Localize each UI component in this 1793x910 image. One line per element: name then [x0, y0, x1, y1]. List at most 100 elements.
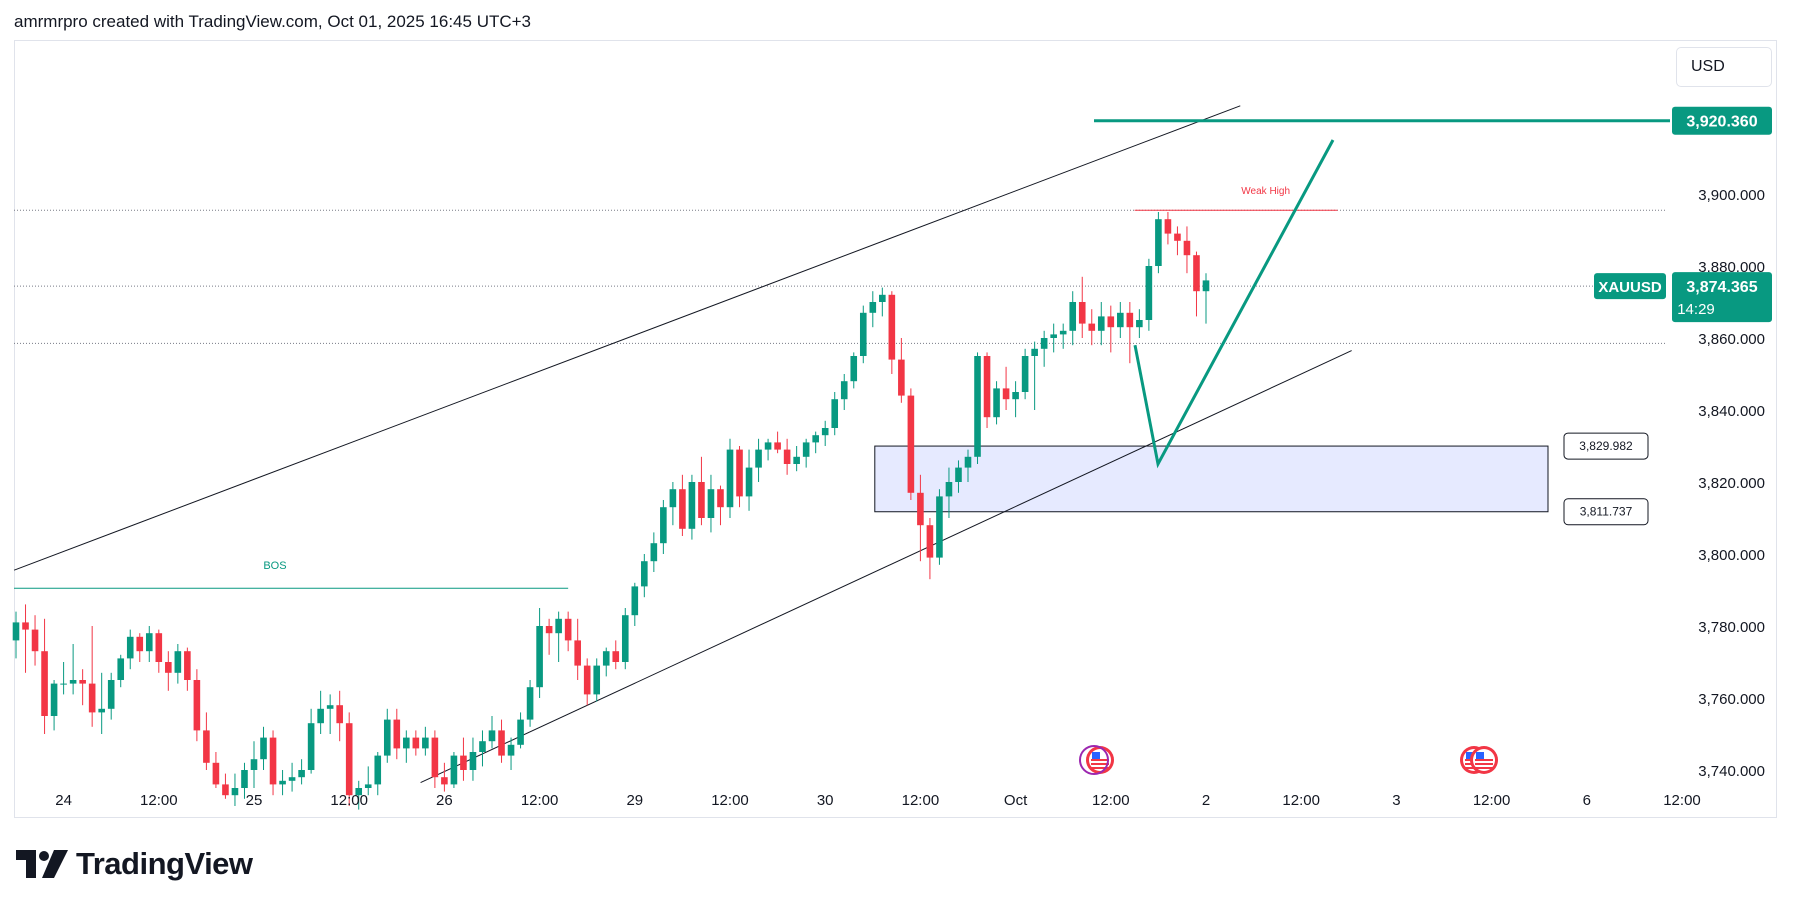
candle: [1174, 226, 1181, 256]
candle: [345, 712, 353, 806]
candle: [688, 474, 696, 540]
x-tick-label: 12:00: [711, 792, 749, 809]
us-flag-event-icon[interactable]: [1470, 746, 1498, 774]
tradingview-logo-text: TradingView: [76, 846, 253, 881]
bos-label: BOS: [263, 560, 286, 572]
y-tick-label: 3,840.000: [1698, 403, 1765, 420]
candle: [498, 719, 505, 763]
candle: [983, 352, 991, 428]
x-tick-label: 6: [1583, 792, 1591, 809]
candle: [774, 431, 781, 454]
x-tick-label: 2: [1202, 792, 1210, 809]
price-chart[interactable]: BOS Weak High 3,829.982 3,811.737 3,900.000…: [0, 0, 1793, 830]
candle: [126, 629, 134, 670]
dotted-levels: [14, 209, 1665, 344]
candle: [288, 762, 296, 792]
currency-button[interactable]: USD: [1676, 47, 1772, 87]
candle: [964, 449, 972, 482]
candle: [736, 446, 743, 508]
candle: [31, 615, 39, 666]
candle: [764, 438, 772, 461]
x-tick-label: 24: [55, 792, 72, 809]
candle: [555, 611, 562, 662]
svg-text:3,920.360: 3,920.360: [1686, 114, 1757, 131]
candle: [269, 730, 277, 796]
candle: [1136, 309, 1143, 338]
channel-lower-line: [420, 350, 1352, 784]
candle: [564, 611, 572, 652]
y-tick-label: 3,760.000: [1698, 691, 1765, 708]
candle: [422, 726, 429, 756]
axes: 3,900.000 3,880.000 3,860.000 3,840.000 3,82…: [55, 106, 1772, 809]
candle: [193, 669, 201, 742]
candle: [241, 762, 248, 799]
candle: [1126, 302, 1134, 364]
candle: [1069, 291, 1077, 346]
candle: [650, 532, 658, 572]
candle: [879, 287, 886, 317]
candle: [174, 644, 182, 684]
candle: [955, 460, 962, 493]
candle: [1117, 302, 1124, 338]
chart-frame[interactable]: [14, 40, 1777, 818]
candle: [669, 482, 677, 526]
candle: [60, 662, 67, 695]
candle: [184, 647, 191, 691]
candle: [231, 773, 239, 806]
candle: [203, 712, 210, 770]
candle: [869, 291, 877, 328]
candle: [898, 338, 905, 403]
candle: [431, 730, 439, 788]
candle: [22, 604, 29, 673]
candle: [907, 388, 915, 500]
candle: [298, 759, 305, 785]
demand-zone-rect: [874, 445, 1549, 513]
candle: [364, 766, 372, 796]
tradingview-logo-icon: [16, 850, 68, 878]
tradingview-logo: TradingView: [16, 846, 253, 882]
x-tick-label: 12:00: [1092, 792, 1130, 809]
channel-upper-line: [13, 105, 1241, 571]
candle: [583, 658, 591, 706]
candle: [1040, 330, 1048, 367]
candle: [1145, 258, 1153, 331]
candle: [50, 680, 58, 731]
candle: [479, 730, 486, 767]
candle: [993, 381, 1000, 425]
chart-header: amrmrpro created with TradingView.com, O…: [14, 12, 532, 31]
candle: [641, 554, 648, 598]
svg-text:3,829.982: 3,829.982: [1579, 439, 1633, 453]
candle: [621, 608, 629, 670]
candle: [260, 726, 267, 770]
candle: [98, 672, 105, 734]
candle: [793, 446, 800, 472]
candle: [1078, 276, 1086, 338]
candle: [917, 474, 924, 562]
projected-path: [1133, 139, 1335, 469]
x-tick-label: Oct: [1004, 792, 1028, 809]
candle: [1031, 341, 1038, 410]
zone-bottom-label: 3,811.737: [1563, 498, 1649, 526]
candle: [574, 618, 581, 680]
candle: [612, 640, 620, 670]
candle: [393, 708, 401, 760]
countdown-value: 14:29: [1677, 301, 1715, 318]
candle: [936, 489, 943, 565]
candle: [412, 730, 420, 756]
candle: [355, 780, 363, 810]
svg-text:XAUUSD: XAUUSD: [1598, 279, 1662, 296]
us-flag-event-icon[interactable]: [1086, 746, 1114, 774]
event-ring-icon: [1079, 745, 1109, 775]
candle: [41, 618, 48, 734]
candle: [926, 518, 934, 580]
x-tick-label: 12:00: [1282, 792, 1320, 809]
candle: [460, 737, 467, 781]
candle: [165, 651, 172, 691]
x-tick-label: 26: [436, 792, 453, 809]
candle: [403, 730, 410, 763]
candle: [450, 752, 458, 788]
candle: [1183, 226, 1191, 274]
candle: [974, 352, 981, 464]
candle: [1155, 212, 1162, 274]
candle: [859, 305, 867, 364]
